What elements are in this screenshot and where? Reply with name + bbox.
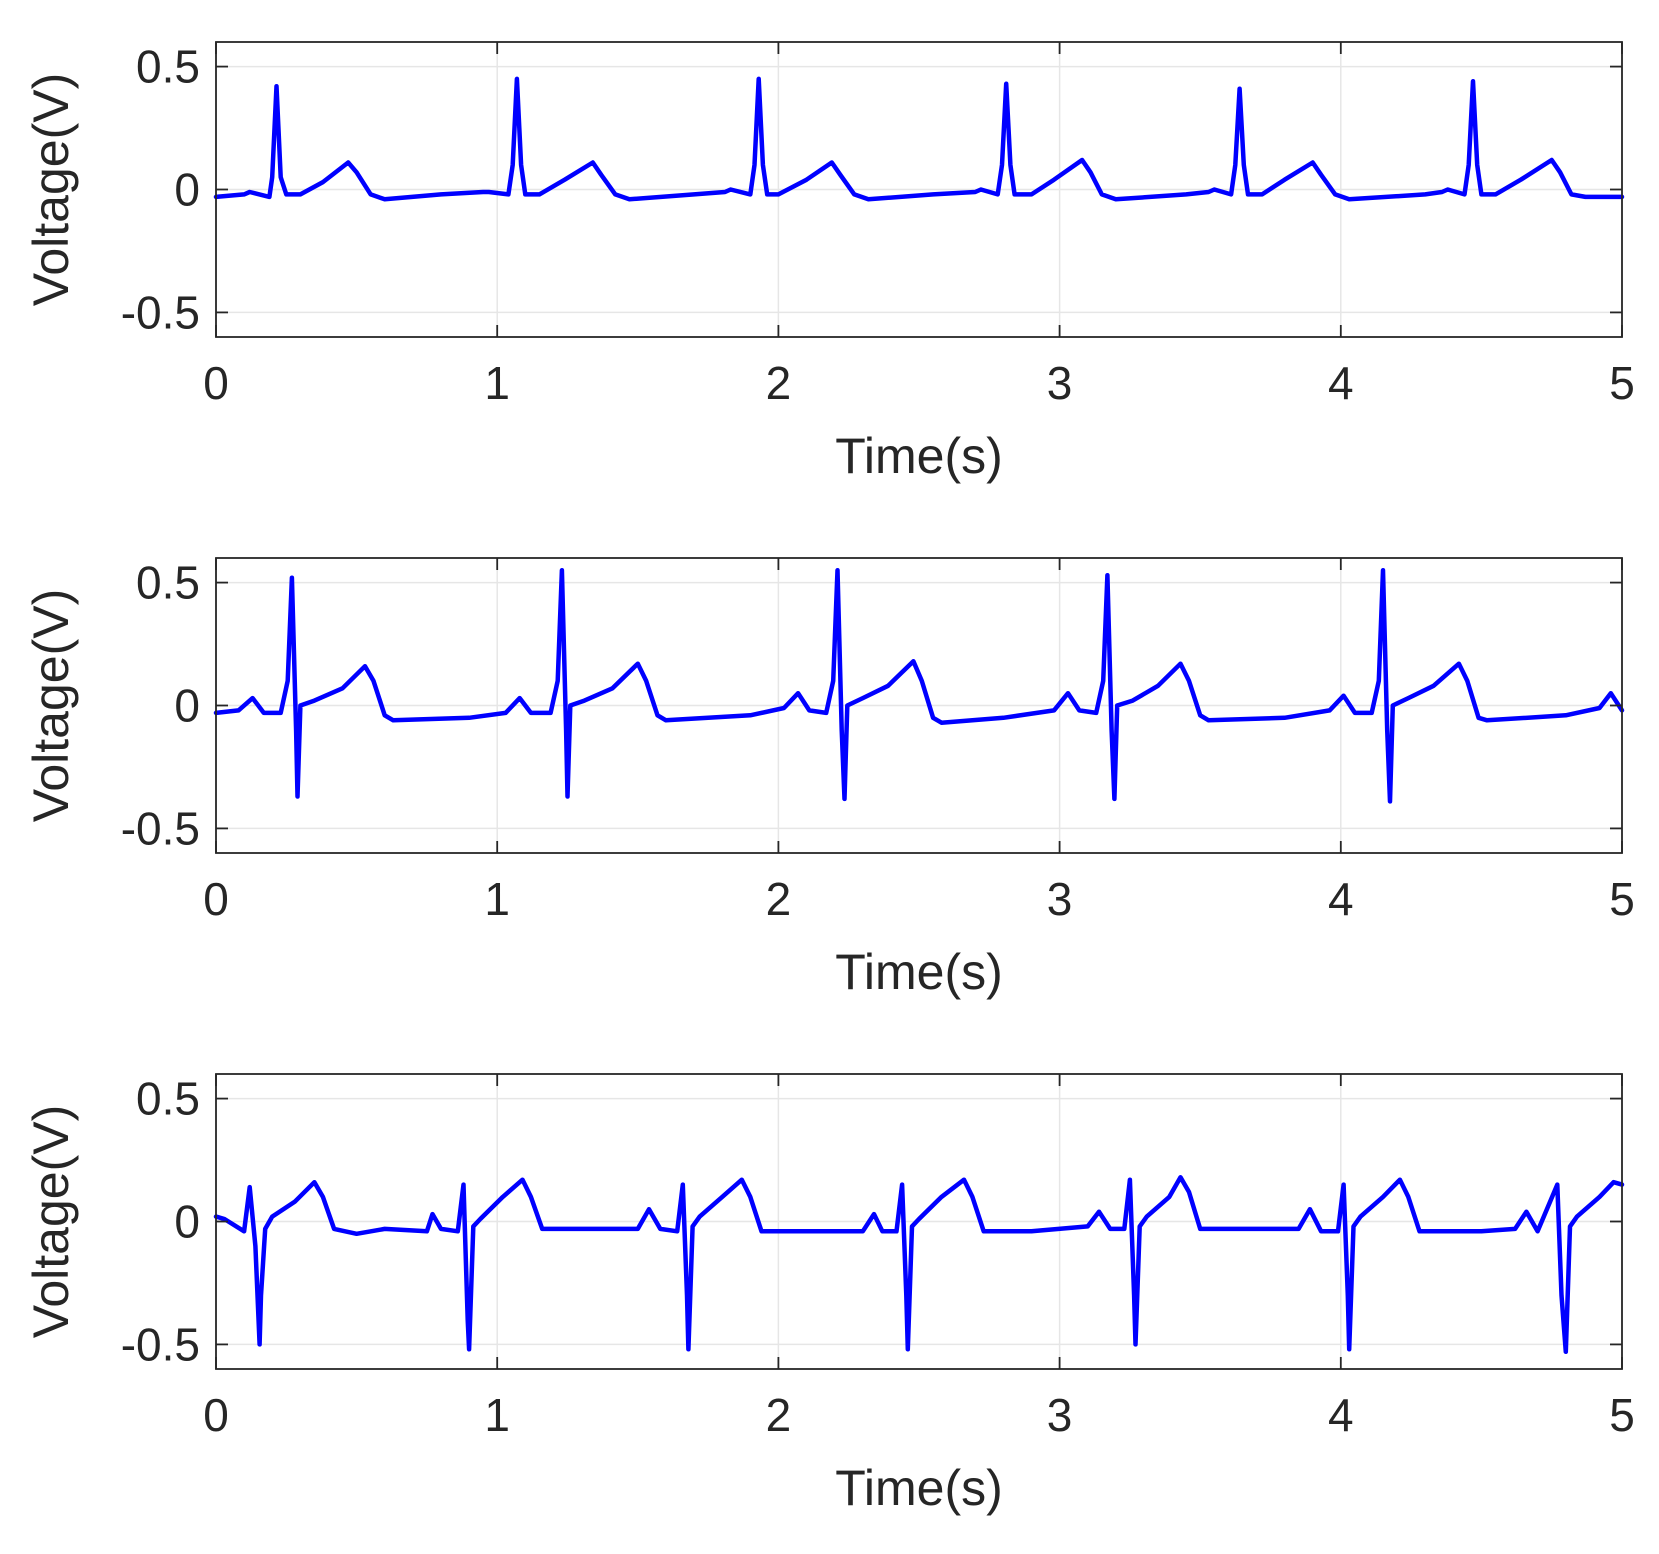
y-tick-label: 0 [174,680,200,732]
x-tick-label: 0 [203,873,229,925]
y-axis-label: Voltage(V) [23,589,79,822]
x-tick-label: 5 [1609,873,1635,925]
x-axis-label: Time(s) [835,1460,1003,1516]
x-tick-label: 3 [1047,357,1073,409]
x-tick-label: 1 [484,357,510,409]
x-axis-label: Time(s) [835,944,1003,1000]
y-tick-label: 0.5 [136,1073,200,1125]
x-tick-label: 4 [1328,873,1354,925]
y-tick-label: 0.5 [136,41,200,93]
x-tick-label: 0 [203,357,229,409]
x-tick-label: 5 [1609,1389,1635,1441]
y-tick-label: 0.5 [136,557,200,609]
y-tick-label: 0 [174,164,200,216]
x-tick-label: 5 [1609,357,1635,409]
y-tick-label: -0.5 [121,286,200,338]
x-tick-label: 3 [1047,873,1073,925]
x-tick-label: 2 [766,1389,792,1441]
series-line-1 [213,568,1625,804]
x-tick-label: 3 [1047,1389,1073,1441]
x-tick-label: 2 [766,873,792,925]
y-axis-label: Voltage(V) [23,1105,79,1338]
x-tick-label: 4 [1328,357,1354,409]
y-tick-label: -0.5 [121,802,200,854]
x-tick-label: 1 [484,873,510,925]
y-axis-label: Voltage(V) [23,73,79,306]
x-tick-label: 2 [766,357,792,409]
series-line-1 [213,1175,1625,1355]
x-tick-label: 1 [484,1389,510,1441]
x-tick-label: 0 [203,1389,229,1441]
series-line-1 [213,76,1625,202]
x-tick-label: 4 [1328,1389,1354,1441]
y-tick-label: 0 [174,1196,200,1248]
x-axis-label: Time(s) [835,428,1003,484]
y-tick-label: -0.5 [121,1318,200,1370]
